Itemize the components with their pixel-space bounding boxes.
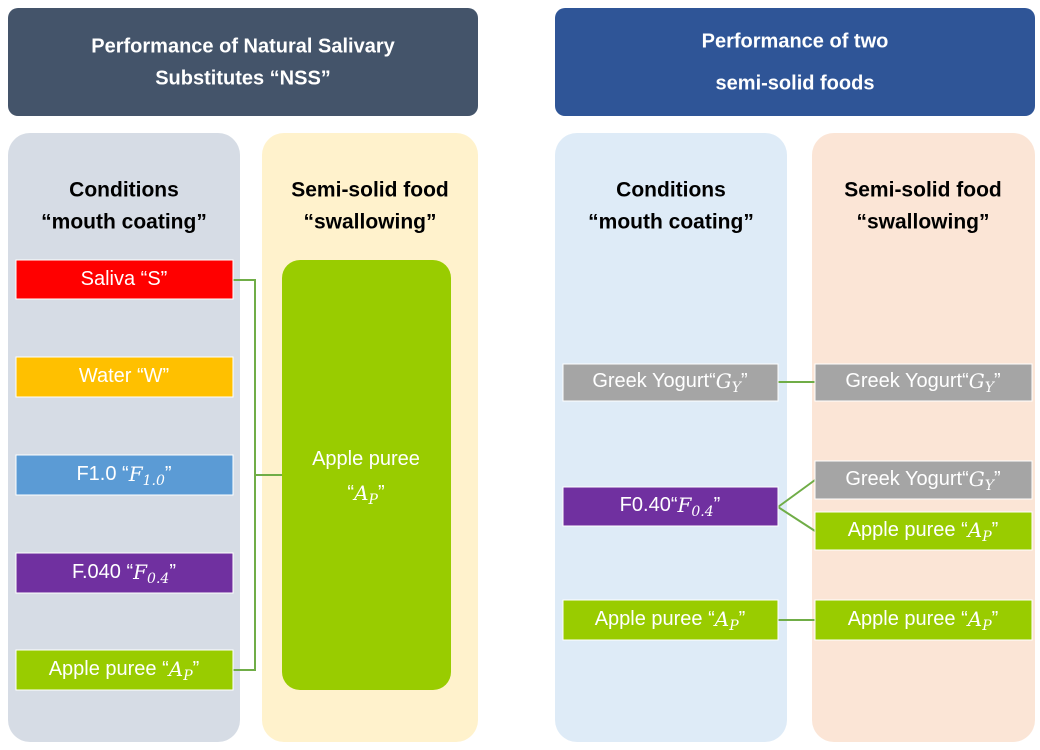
- box: [562, 363, 779, 402]
- text-part: Saliva “S”: [81, 268, 168, 290]
- box-label: Apple puree “AP”: [848, 607, 999, 635]
- text-part: ”: [169, 561, 176, 583]
- text-part: G: [716, 369, 732, 393]
- text-part: ”: [992, 608, 999, 630]
- text-part: “: [347, 482, 354, 504]
- text-part: G: [969, 369, 985, 393]
- text-part: Apple puree “: [848, 608, 968, 630]
- box-label: Greek Yogurt“GY”: [845, 369, 1000, 397]
- column-title: “swallowing”: [303, 211, 436, 234]
- box: [15, 552, 234, 594]
- box-label: Saliva “S”: [81, 268, 168, 290]
- column-title: Conditions: [69, 179, 179, 202]
- panel: [812, 133, 1035, 742]
- box: [562, 486, 779, 527]
- text-part: P: [981, 618, 992, 634]
- box-label: Greek Yogurt“GY”: [845, 467, 1000, 495]
- text-part: Water “W”: [79, 365, 169, 387]
- text-part: Apple puree “: [595, 608, 715, 630]
- box-label: Water “W”: [79, 365, 169, 387]
- text-part: Greek Yogurt“: [592, 370, 715, 392]
- header-title: Substitutes “NSS”: [155, 67, 331, 89]
- box-label: Greek Yogurt“GY”: [592, 369, 747, 397]
- text-part: ”: [992, 519, 999, 541]
- text-part: Apple puree “: [848, 519, 968, 541]
- panel: [555, 133, 787, 742]
- box: [15, 356, 234, 398]
- text-part: P: [981, 529, 992, 545]
- text-part: Apple puree: [312, 448, 420, 470]
- text-part: A: [352, 481, 368, 505]
- text-part: Y: [985, 478, 996, 494]
- right-header-box: [555, 8, 1035, 116]
- text-part: ”: [714, 494, 721, 516]
- text-part: ”: [741, 370, 748, 392]
- connector: [777, 381, 816, 621]
- text-part: ”: [193, 658, 200, 680]
- text-part: ”: [994, 468, 1001, 490]
- box-label: F0.40“F0.4”: [620, 493, 721, 521]
- column-title: “mouth coating”: [588, 211, 754, 234]
- text-part: F: [676, 493, 692, 517]
- text-part: F.040 “: [72, 561, 133, 583]
- box: [15, 649, 234, 691]
- header-title: Performance of two: [702, 30, 889, 52]
- text-part: F: [128, 462, 144, 486]
- box: [814, 599, 1033, 641]
- box: [15, 259, 234, 300]
- box-label: Apple puree “AP”: [848, 518, 999, 546]
- text-part: 0.4: [147, 571, 169, 587]
- header-title: Performance of Natural Salivary: [91, 35, 395, 57]
- text-part: A: [966, 607, 982, 631]
- text-part: P: [368, 492, 379, 508]
- text-part: F0.40“: [620, 494, 678, 516]
- text-part: Greek Yogurt“: [845, 468, 968, 490]
- box-label: “AP”: [347, 481, 384, 509]
- text-part: G: [969, 467, 985, 491]
- header-title: semi-solid foods: [716, 72, 875, 94]
- box: [15, 454, 234, 496]
- text-part: Apple puree “: [49, 658, 169, 680]
- text-part: Greek Yogurt“: [845, 370, 968, 392]
- text-part: ”: [739, 608, 746, 630]
- text-part: P: [728, 618, 739, 634]
- box-label: Apple puree “AP”: [49, 657, 200, 685]
- text-part: Y: [732, 380, 743, 396]
- box: [814, 460, 1033, 500]
- text-part: ”: [378, 482, 385, 504]
- box: [814, 363, 1033, 402]
- text-part: ”: [165, 463, 172, 485]
- text-part: 1.0: [143, 473, 165, 489]
- column-title: Semi-solid food: [844, 179, 1002, 202]
- text-part: ”: [994, 370, 1001, 392]
- text-part: P: [182, 668, 193, 684]
- text-part: F: [132, 560, 148, 584]
- connector: [233, 279, 282, 671]
- column-title: “mouth coating”: [41, 211, 207, 234]
- box-label: Apple puree: [312, 448, 420, 470]
- text-part: 0.4: [691, 504, 713, 520]
- left-header-box: [8, 8, 478, 116]
- box: [282, 260, 451, 690]
- text-part: A: [713, 607, 729, 631]
- column-title: Semi-solid food: [291, 179, 449, 202]
- text-part: Y: [985, 380, 996, 396]
- box-label: F1.0 “F1.0”: [76, 462, 171, 490]
- text-part: F1.0 “: [76, 463, 128, 485]
- box: [814, 511, 1033, 551]
- text-part: A: [167, 657, 183, 681]
- column-title: “swallowing”: [856, 211, 989, 234]
- box-label: F.040 “F0.4”: [72, 560, 176, 588]
- text-part: A: [966, 518, 982, 542]
- column-title: Conditions: [616, 179, 726, 202]
- box: [562, 599, 779, 641]
- box-label: Apple puree “AP”: [595, 607, 746, 635]
